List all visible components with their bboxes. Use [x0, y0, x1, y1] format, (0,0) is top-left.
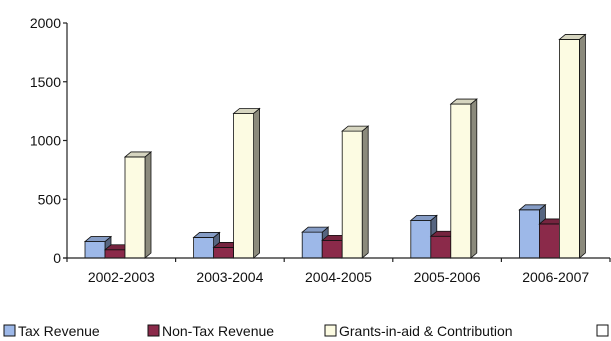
y-tick-label: 0 — [53, 250, 61, 266]
y-tick-label: 1000 — [30, 133, 61, 149]
bar-side-face — [253, 107, 261, 259]
bar-front-face — [559, 39, 580, 259]
y-tick-label: 2000 — [30, 15, 61, 31]
bar-front-face — [519, 209, 540, 259]
bar-front-face — [124, 156, 146, 259]
bar-top-face — [192, 232, 221, 238]
bar-front-face — [213, 247, 235, 259]
bar-front-face — [84, 241, 106, 259]
y-tick-label: 1500 — [30, 74, 61, 90]
bar-top-face — [558, 34, 587, 40]
x-category-label: 2003-2004 — [196, 269, 263, 285]
bar — [341, 125, 370, 259]
x-category-label: 2004-2005 — [305, 269, 372, 285]
x-axis-category-labels: 2002-2003 2003-2004 2004-2005 2005-2006 2006… — [88, 269, 590, 285]
legend-swatch — [596, 324, 609, 337]
bar-front-face — [321, 239, 343, 259]
bar — [301, 226, 330, 259]
bar-top-face — [123, 151, 153, 158]
bar-side-face — [144, 151, 152, 259]
bar-front-face — [450, 103, 472, 259]
bar — [449, 98, 478, 259]
legend: Tax Revenue Non-Tax Revenue Grants-in-aid … — [3, 323, 609, 339]
x-category-label: 2005-2006 — [414, 269, 481, 285]
bar-front-face — [233, 113, 255, 259]
bar-front-face — [539, 223, 560, 259]
x-axis-tick-marks — [66, 258, 611, 262]
bar-top-face — [409, 214, 438, 221]
bar-side-face — [361, 125, 369, 259]
bar-top-face — [341, 125, 370, 132]
bar-front-face — [430, 235, 452, 259]
legend-label: Non-Tax Revenue — [162, 323, 274, 339]
legend-swatch — [324, 324, 337, 337]
y-axis-tick-labels: 0 500 1000 1500 2000 — [30, 15, 67, 266]
bar-side-face — [579, 33, 586, 259]
bar-front-face — [193, 237, 215, 259]
legend-swatch — [147, 324, 160, 337]
legend-label: Tax Revenue — [18, 323, 100, 339]
bars — [83, 33, 587, 259]
bar-top-face — [232, 108, 261, 114]
bar-top-face — [83, 236, 113, 242]
legend-swatch — [3, 324, 16, 337]
legend-label: Grants-in-aid & Contribution — [339, 323, 513, 339]
bar-top-face — [518, 204, 547, 211]
bar — [123, 151, 153, 259]
bar-side-face — [470, 98, 478, 259]
x-category-label: 2006-2007 — [522, 269, 589, 285]
bar-front-face — [341, 130, 363, 259]
y-tick-label: 500 — [38, 191, 62, 207]
x-category-label: 2002-2003 — [88, 269, 155, 285]
bar-front-face — [301, 231, 323, 259]
bar-front-face — [104, 249, 126, 259]
bar-top-face — [449, 98, 478, 105]
bar — [558, 33, 587, 259]
bar-front-face — [410, 219, 432, 259]
bar — [232, 107, 261, 259]
bar-top-face — [301, 226, 330, 233]
